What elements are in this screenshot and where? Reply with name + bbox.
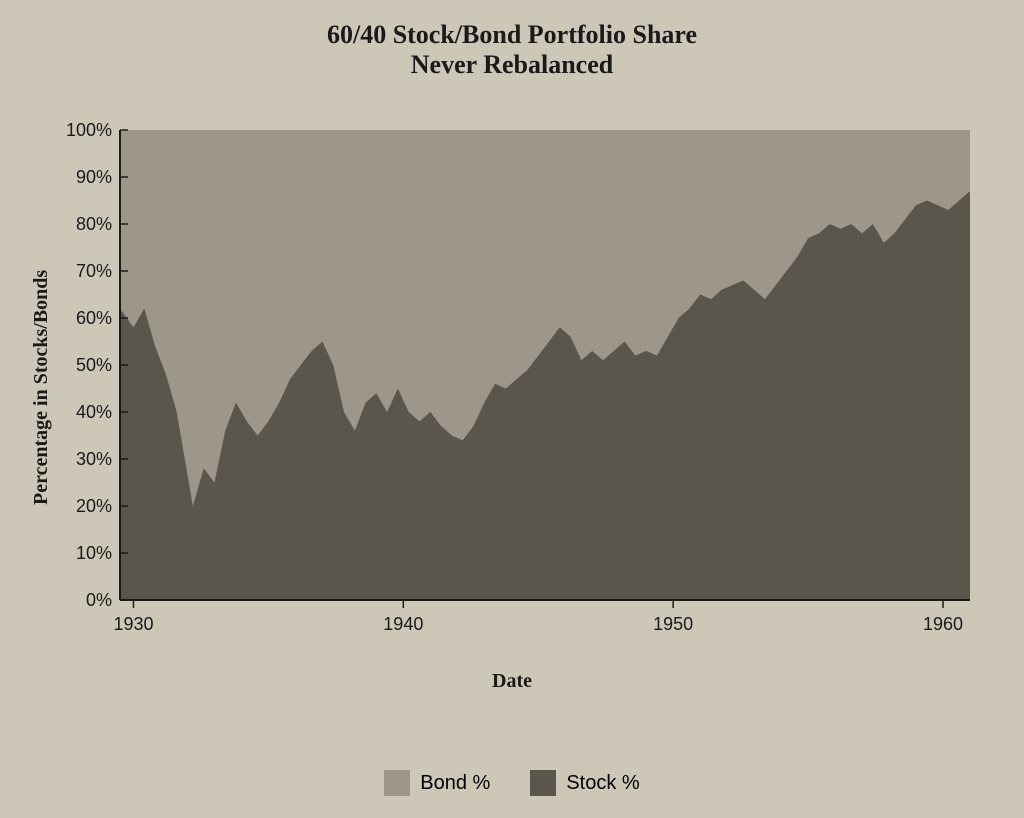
legend-swatch	[530, 770, 556, 796]
y-tick-label: 90%	[52, 167, 112, 188]
y-tick-label: 100%	[52, 120, 112, 141]
plot-area	[120, 130, 970, 600]
area-chart-svg	[120, 130, 970, 600]
legend-item: Bond %	[384, 770, 490, 796]
legend-label: Stock %	[566, 772, 639, 795]
legend-swatch	[384, 770, 410, 796]
y-tick-label: 10%	[52, 543, 112, 564]
x-tick-label: 1940	[363, 614, 443, 635]
x-tick-label: 1960	[903, 614, 983, 635]
y-tick-label: 70%	[52, 261, 112, 282]
y-tick-label: 20%	[52, 496, 112, 517]
legend-item: Stock %	[530, 770, 639, 796]
y-tick-label: 60%	[52, 308, 112, 329]
chart-title: 60/40 Stock/Bond Portfolio Share Never R…	[0, 20, 1024, 80]
legend: Bond % Stock %	[0, 770, 1024, 796]
x-tick-label: 1950	[633, 614, 713, 635]
x-tick-label: 1930	[93, 614, 173, 635]
legend-label: Bond %	[420, 772, 490, 795]
y-tick-label: 40%	[52, 402, 112, 423]
y-tick-label: 30%	[52, 449, 112, 470]
x-axis-label: Date	[0, 670, 1024, 693]
y-tick-label: 50%	[52, 355, 112, 376]
y-tick-label: 80%	[52, 214, 112, 235]
y-axis-label: Percentage in Stocks/Bonds	[30, 270, 53, 505]
chart-page: 60/40 Stock/Bond Portfolio Share Never R…	[0, 0, 1024, 818]
y-tick-label: 0%	[52, 590, 112, 611]
